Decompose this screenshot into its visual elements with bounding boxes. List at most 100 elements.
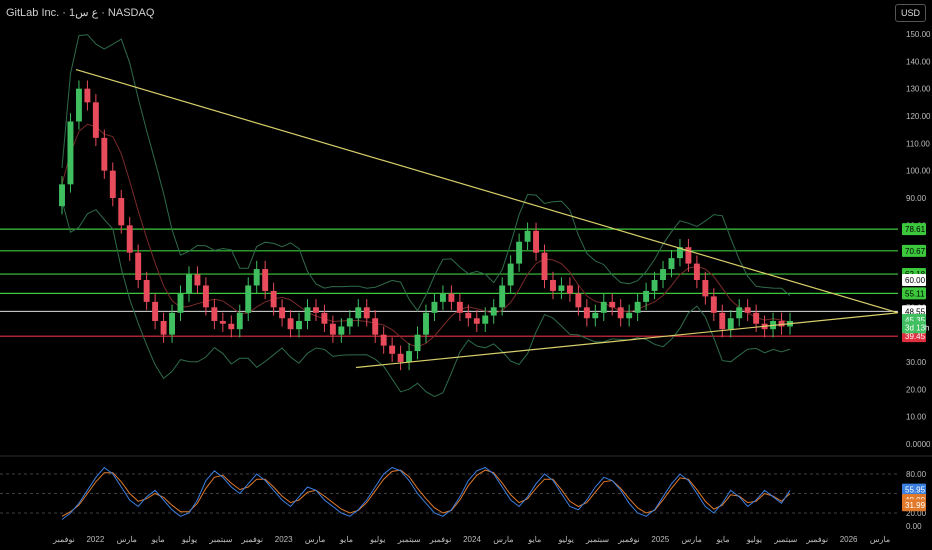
candle-body [338,326,345,335]
candle-body [668,258,675,270]
candle-body [279,307,286,319]
candle-body [287,318,294,330]
candle-body [736,307,743,319]
candle-body [219,321,226,324]
candle-body [778,321,785,327]
x-tick-label: 2025 [651,535,669,544]
osc-y-tick-label: 20.00 [906,509,927,518]
candle-body [126,225,133,253]
x-tick-label: يوليو [181,535,197,544]
x-tick-label: مارس [493,535,513,544]
x-tick-label: يوليو [557,535,573,544]
x-tick-label: سبتمبر [397,535,421,544]
candle-body [583,307,590,319]
candle-body [84,88,91,103]
x-tick-label: 2023 [275,535,293,544]
osc-value-text: 55.95 [905,486,926,495]
candle-body [490,307,497,316]
x-tick-label: 2024 [463,535,481,544]
x-tick-label: سبتمبر [208,535,232,544]
x-tick-label: مايو [339,535,353,544]
candle-body [727,318,734,330]
x-tick-label: مارس [305,535,325,544]
y-tick-label: 0.0000 [906,440,931,449]
candle-body [101,137,108,171]
y-tick-label: 90.00 [906,194,927,203]
candle-body [448,293,455,302]
level-value: 70.67 [905,247,926,256]
candle-body [321,312,328,324]
candle-body [524,230,531,242]
candle-body [253,269,260,286]
candle-body [406,351,413,362]
y-tick-label: 130.00 [906,85,931,94]
candle-body [202,285,209,308]
candle-body [194,274,201,286]
x-tick-label: مارس [682,535,702,544]
candle-body [566,285,573,294]
chart-title: GitLab Inc. · 1ع س · NASDAQ [6,7,155,19]
candle-body [177,293,184,313]
upper-band-line [61,34,791,312]
candle-body [651,280,658,291]
candle-body [109,170,116,198]
candle-body [575,293,582,308]
candle-body [558,285,565,291]
y-tick-label: 100.00 [906,167,931,176]
candle-body [372,318,379,335]
candle-body [186,274,192,294]
candle-body [59,184,65,207]
level-badge [902,223,926,236]
currency-button[interactable]: USD [894,4,926,22]
level-value: 39.45 [905,332,926,341]
candle-body [482,315,489,324]
candle-body [245,285,252,313]
candle-body [423,312,429,335]
candle-body [465,312,472,319]
x-tick-label: نوفمبر [617,535,640,544]
candle-body [431,301,438,313]
level-badge [902,244,926,257]
candle-body [473,318,480,324]
y-tick-label: 140.00 [906,57,931,66]
lower-band-line [61,200,791,398]
x-tick-label: مايو [151,535,165,544]
x-tick-label: مارس [870,535,890,544]
trendline [75,68,899,314]
x-tick-label: نوفمبر [52,535,75,544]
candle-body [380,334,387,346]
candle-body [152,301,159,321]
x-tick-label: يوليو [369,535,385,544]
trendline [355,312,899,369]
candle-body [296,321,302,330]
candle-body [135,252,142,280]
candle-body [702,280,709,297]
candle-body [719,312,726,330]
candle-body [304,307,311,321]
candle-body [92,102,99,138]
osc-y-tick-label: 0.00 [906,522,922,531]
osc-d-line [61,469,791,517]
candle-body [533,230,540,253]
candle-body [643,290,650,302]
candle-body [397,353,404,362]
candle-body [355,307,362,319]
candle-body [236,312,243,330]
candle-body [211,307,218,321]
candle-body [541,252,548,280]
price-badge [902,274,926,286]
candle-body [262,269,269,291]
price-badge-text: 45.35 [905,316,926,325]
candle-body [744,307,751,313]
candle-body [685,247,692,264]
level-value: 55.11 [905,289,925,298]
osc-y-tick-label: 80.00 [906,470,927,479]
osc-value-badge [902,499,926,512]
candle-body [456,301,463,313]
candle-body [499,285,506,308]
y-tick-label: 110.00 [906,139,930,148]
candle-body [169,312,176,335]
x-tick-label: مايو [527,535,541,544]
x-tick-label: مارس [117,535,137,544]
